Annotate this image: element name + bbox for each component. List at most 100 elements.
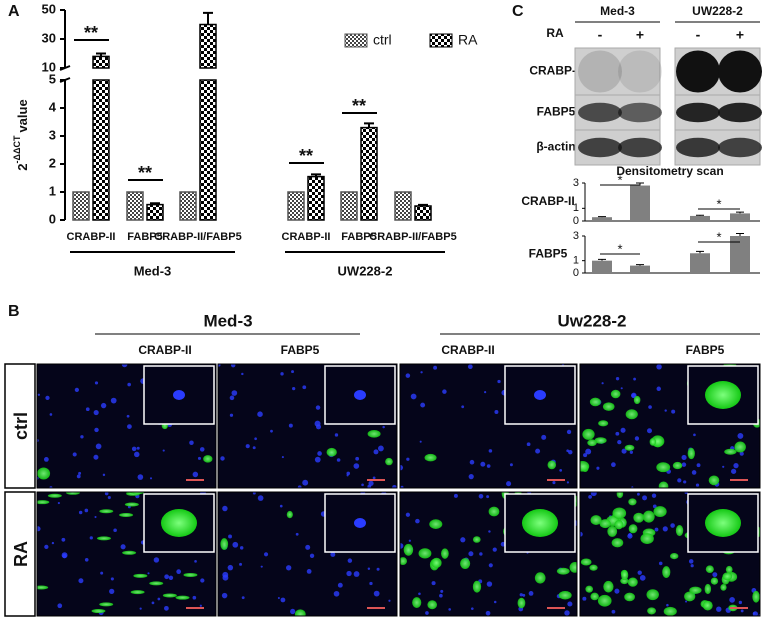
error-bar [203,11,213,25]
nucleus [684,600,688,603]
inset-cell [173,390,185,400]
cell [203,455,213,463]
nucleus [280,372,284,376]
blot-band [676,137,720,158]
micrograph-content [580,492,760,616]
nucleus [677,478,682,483]
nucleus [254,437,257,441]
cell [412,597,422,608]
nucleus [583,453,588,458]
nucleus [263,552,269,557]
error-bar [96,52,106,57]
image-column-label: FABP5 [686,343,725,357]
nucleus [257,411,263,417]
bar [630,185,650,221]
cell [662,566,671,579]
nucleus [696,463,701,468]
nucleus [127,382,131,387]
nucleus [337,582,343,588]
significance-label: ** [352,96,366,116]
cell [633,512,645,523]
y-axis-label: 2-ΔΔCT value [12,99,30,170]
error-bar [696,214,704,216]
panel-label: C [512,3,524,20]
inset-cell [522,509,558,537]
bar [92,79,110,221]
cell [603,580,614,593]
cell [403,543,414,556]
blot-row-label: CRABP-II [529,64,582,78]
nucleus [314,420,321,427]
nucleus [433,365,438,370]
bar [126,191,144,221]
cell [633,395,641,405]
y-tick-label: 3 [573,230,579,242]
nucleus [241,372,244,376]
cell [65,492,80,495]
micrograph-content [218,364,397,488]
nucleus [535,448,541,454]
cell [472,536,481,543]
nucleus [353,571,360,577]
nucleus [658,561,663,566]
nucleus [408,539,411,542]
nucleus [620,427,626,433]
nucleus [107,495,111,500]
nucleus [330,552,336,557]
nucleus [654,527,659,532]
nucleus [601,382,604,385]
nucleus [230,364,236,368]
nucleus [478,493,484,499]
cell [547,460,557,470]
nucleus [279,504,283,508]
nucleus [656,386,661,391]
nucleus [232,541,239,548]
nucleus [95,443,102,450]
nucleus [486,495,490,499]
cell [684,591,696,602]
cell [602,402,615,411]
micrograph-content [580,364,760,488]
nucleus [484,391,487,394]
legend-swatch [429,33,453,48]
group-label: UW228-2 [338,263,393,278]
nucleus [611,609,616,614]
significance-label: * [617,172,622,187]
nucleus [494,409,499,414]
nucleus [406,457,410,461]
blot-band [618,102,662,123]
y-tick-label: 1 [573,202,579,214]
error-bar [418,203,428,206]
nucleus [346,570,352,577]
nucleus [376,567,380,571]
nucleus [468,474,474,480]
legend-swatch [344,33,368,48]
cell [149,581,164,586]
nucleus [488,449,493,453]
inset-cell [705,381,741,409]
cell [589,397,601,407]
nucleus [291,370,295,374]
nucleus [681,454,687,461]
nucleus [367,567,371,571]
cell [653,506,667,518]
nucleus [629,450,634,454]
nucleus [615,377,620,381]
cell [427,600,438,610]
nucleus [62,553,67,559]
nucleus [631,393,636,398]
nucleus [72,452,77,457]
y-tick-label: 2 [49,155,56,170]
nucleus [633,377,637,381]
cell [589,564,598,571]
y-tick-label: 0 [573,267,579,279]
nucleus [151,601,155,605]
nucleus [157,597,161,601]
nucleus [468,551,474,557]
cell [220,538,229,550]
mini-chart-title: FABP5 [529,247,568,261]
cell [628,498,637,506]
nucleus [528,590,534,596]
nucleus [131,446,137,452]
bar [199,79,217,221]
